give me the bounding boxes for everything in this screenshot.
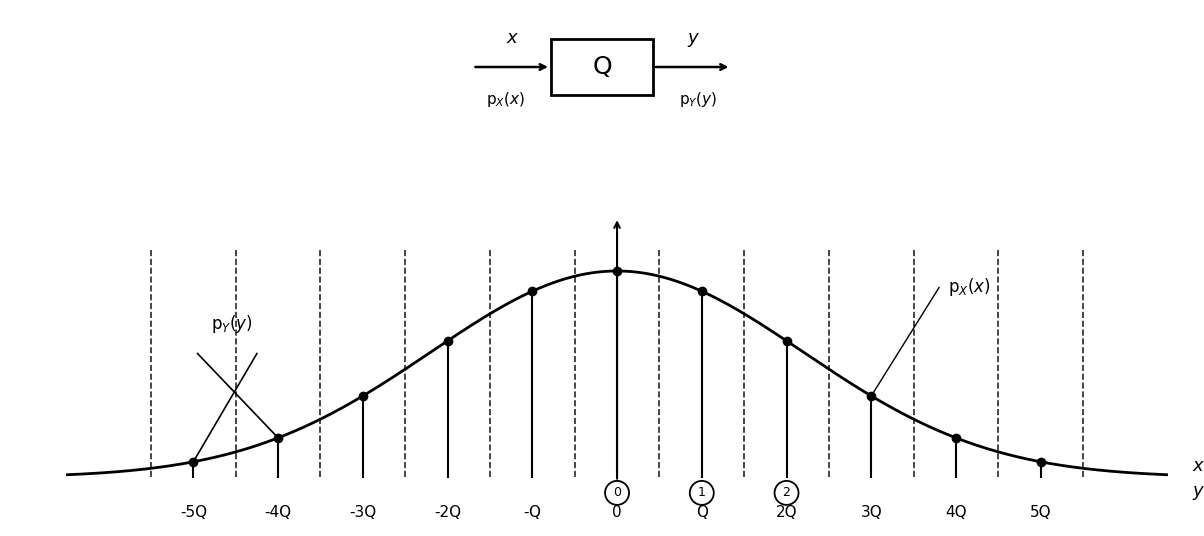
Text: y: y (687, 28, 697, 47)
Text: y: y (1192, 482, 1203, 500)
Text: Q: Q (592, 55, 612, 79)
Text: 1: 1 (698, 486, 706, 500)
Ellipse shape (606, 481, 628, 505)
Ellipse shape (774, 481, 798, 505)
Text: x: x (1192, 457, 1203, 475)
Text: 3Q: 3Q (861, 505, 883, 520)
Text: 0: 0 (613, 486, 621, 500)
Text: 2: 2 (783, 486, 791, 500)
Text: 0: 0 (613, 505, 621, 520)
Text: x: x (507, 28, 517, 47)
Text: 2Q: 2Q (775, 505, 797, 520)
Text: -3Q: -3Q (349, 505, 377, 520)
Text: -5Q: -5Q (179, 505, 207, 520)
Text: 4Q: 4Q (945, 505, 967, 520)
Text: Q: Q (696, 505, 708, 520)
Text: $\mathrm{p}_Y(y)$: $\mathrm{p}_Y(y)$ (679, 90, 718, 108)
Text: -Q: -Q (524, 505, 542, 520)
Text: $\mathrm{p}_Y(y)$: $\mathrm{p}_Y(y)$ (211, 313, 253, 335)
Text: $\mathrm{p}_X(x)$: $\mathrm{p}_X(x)$ (486, 90, 525, 108)
Text: -2Q: -2Q (433, 505, 461, 520)
Text: -4Q: -4Q (265, 505, 291, 520)
Ellipse shape (690, 481, 714, 505)
Text: $\mathrm{p}_X(x)$: $\mathrm{p}_X(x)$ (948, 277, 990, 299)
Bar (551, 39, 653, 95)
Text: 5Q: 5Q (1029, 505, 1051, 520)
